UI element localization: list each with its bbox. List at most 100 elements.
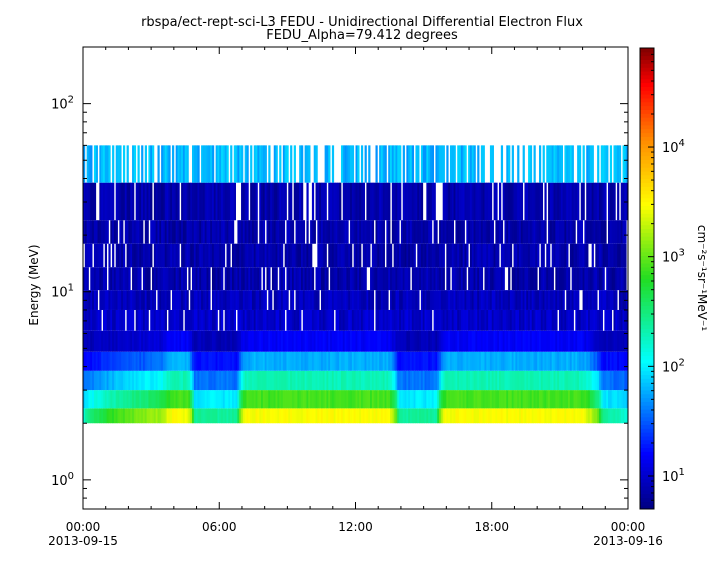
- heatmap-cell: [560, 182, 563, 221]
- heatmap-cell: [99, 370, 102, 391]
- heatmap-cell: [340, 243, 344, 268]
- heatmap-cell: [524, 182, 527, 221]
- heatmap-cell: [277, 390, 280, 409]
- heatmap-cell: [233, 267, 236, 291]
- heatmap-cell: [95, 243, 98, 268]
- heatmap-cell: [337, 370, 340, 391]
- heatmap-cell: [351, 220, 355, 244]
- heatmap-cell: [308, 290, 311, 310]
- heatmap-cell: [182, 351, 186, 371]
- heatmap-cell: [339, 182, 342, 221]
- heatmap-cell: [597, 309, 600, 331]
- heatmap-cell: [606, 390, 609, 409]
- heatmap-cell: [182, 243, 186, 268]
- heatmap-cell: [568, 351, 571, 371]
- heatmap-cell: [370, 351, 373, 371]
- heatmap-cell: [331, 220, 335, 244]
- heatmap-cell: [99, 390, 102, 409]
- heatmap-cell: [388, 408, 391, 424]
- heatmap-cell: [388, 390, 391, 409]
- heatmap-cell: [239, 145, 242, 183]
- heatmap-cell: [190, 370, 193, 391]
- heatmap-cell: [344, 370, 347, 391]
- heatmap-cell: [317, 370, 320, 391]
- heatmap-cell: [462, 370, 465, 391]
- heatmap-cell: [308, 370, 311, 391]
- heatmap-cell: [319, 243, 322, 268]
- heatmap-cell: [92, 408, 95, 424]
- y-tick-label: 100: [51, 471, 74, 489]
- heatmap-cell: [529, 290, 533, 310]
- heatmap-cell: [480, 243, 484, 268]
- heatmap-cell: [340, 267, 344, 291]
- heatmap-cell: [406, 309, 409, 331]
- heatmap-cell: [360, 370, 364, 391]
- heatmap-cell: [417, 243, 420, 268]
- heatmap-cell: [400, 290, 404, 310]
- heatmap-cell: [108, 243, 111, 268]
- heatmap-cell: [93, 330, 97, 352]
- heatmap-cell: [526, 390, 529, 409]
- heatmap-cell: [613, 408, 616, 424]
- heatmap-cell: [548, 351, 551, 371]
- heatmap-cell: [471, 267, 474, 291]
- heatmap-cell: [110, 267, 113, 291]
- heatmap-cell: [248, 243, 251, 268]
- heatmap-cell: [479, 408, 482, 424]
- heatmap-cell: [112, 145, 115, 183]
- heatmap-cell: [126, 390, 129, 409]
- heatmap-cell: [595, 182, 598, 221]
- heatmap-cell: [119, 267, 122, 291]
- heatmap-cell: [141, 351, 144, 371]
- heatmap-cell: [566, 370, 569, 391]
- heatmap-cell: [257, 267, 260, 291]
- heatmap-cell: [122, 290, 126, 310]
- heatmap-cell: [237, 145, 240, 183]
- x-tick-label: 12:00: [338, 520, 373, 534]
- heatmap-cell: [469, 408, 473, 424]
- heatmap-cell: [219, 220, 222, 244]
- heatmap-cell: [598, 290, 602, 310]
- heatmap-cell: [257, 145, 260, 183]
- heatmap-cell: [584, 351, 587, 371]
- heatmap-cell: [157, 220, 160, 244]
- heatmap-cell: [351, 330, 355, 352]
- heatmap-cell: [406, 182, 409, 221]
- heatmap-cell: [106, 390, 109, 409]
- heatmap-cell: [368, 390, 371, 409]
- heatmap-cell: [431, 330, 435, 352]
- heatmap-cell: [322, 309, 326, 331]
- heatmap-cell: [424, 243, 427, 268]
- heatmap-cell: [340, 145, 344, 183]
- heatmap-cell: [299, 243, 302, 268]
- heatmap-cell: [602, 145, 605, 183]
- heatmap-cell: [517, 390, 520, 409]
- heatmap-cell: [324, 220, 327, 244]
- heatmap-cell: [102, 220, 106, 244]
- heatmap-cell: [128, 182, 131, 221]
- heatmap-cell: [241, 351, 244, 371]
- heatmap-cell: [86, 370, 89, 391]
- heatmap-cell: [106, 408, 109, 424]
- heatmap-cell: [288, 370, 291, 391]
- heatmap-cell: [159, 408, 162, 424]
- heatmap-cell: [562, 408, 565, 424]
- heatmap-cell: [475, 351, 478, 371]
- heatmap-cell: [415, 351, 418, 371]
- heatmap-cell: [433, 267, 436, 291]
- heatmap-cell: [204, 330, 207, 352]
- heatmap-cell: [99, 290, 102, 310]
- heatmap-cell: [342, 351, 345, 371]
- heatmap-cell: [375, 267, 378, 291]
- heatmap-cell: [281, 370, 284, 391]
- heatmap-cell: [486, 390, 489, 409]
- heatmap-cell: [502, 330, 505, 352]
- heatmap-cell: [231, 408, 235, 424]
- heatmap-cell: [206, 243, 209, 268]
- heatmap-cell: [121, 243, 124, 268]
- heatmap-cell: [320, 408, 324, 424]
- heatmap-cell: [568, 309, 571, 331]
- heatmap-cell: [342, 290, 345, 310]
- heatmap-cell: [411, 145, 415, 183]
